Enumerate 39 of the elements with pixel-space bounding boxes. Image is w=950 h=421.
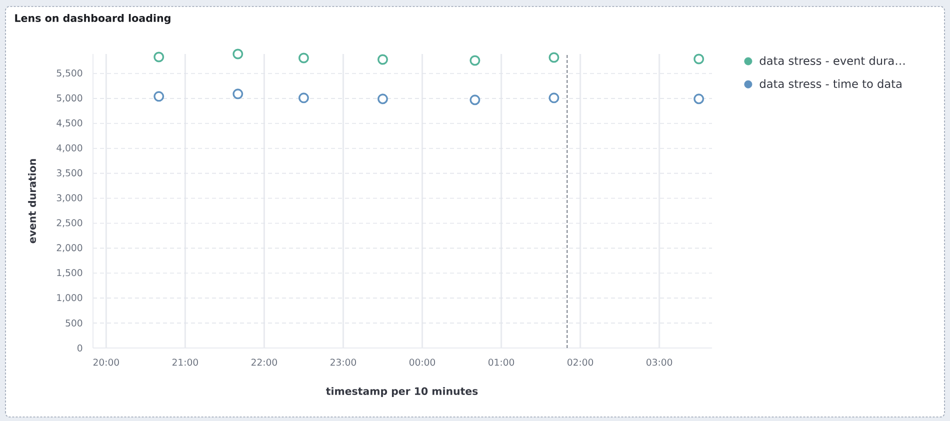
y-tick-label: 2,500 [56,219,82,228]
y-tick-label: 500 [66,320,82,327]
chart-title: Lens on dashboard loading [15,14,170,24]
point [378,94,388,104]
x-tick-label: 20:00 [93,358,119,366]
point [470,94,480,106]
x-tick-label: 00:00 [409,358,436,366]
x-tick-label: 22:00 [251,358,277,366]
y-tick-label: 5,000 [56,94,82,102]
point [548,52,560,63]
x-tick-label: 03:00 [646,358,672,366]
y-tick-label: 0 [78,344,82,352]
y-tick-label: 5,500 [56,69,82,78]
y-tick-label: 1,000 [57,294,82,302]
point [232,88,244,100]
point [470,55,480,66]
y-tick-label: 2,000 [56,244,82,252]
point [298,52,309,64]
x-axis-title: timestamp per 10 minutes [326,387,478,397]
point [548,92,560,104]
point [154,52,164,62]
legend-label: data stress - event dura… [760,56,905,65]
y-tick-label: 3,500 [56,169,82,178]
legend-label: data stress - time to data [760,79,902,88]
point [232,48,244,60]
y-tick-label: 3,000 [56,194,82,202]
y-tick-label: 4,500 [56,119,82,128]
x-tick-label: 23:00 [330,358,356,366]
point [298,92,309,104]
y-axis-title: event duration [28,159,36,244]
point [694,94,704,104]
point [378,54,388,65]
x-tick-label: 21:00 [172,358,198,366]
y-tick-label: 1,500 [57,269,82,278]
x-tick-label: 01:00 [488,358,514,366]
point [694,54,704,64]
x-tick-label: 02:00 [568,358,594,366]
point [154,91,164,102]
y-tick-label: 4,000 [56,144,82,152]
